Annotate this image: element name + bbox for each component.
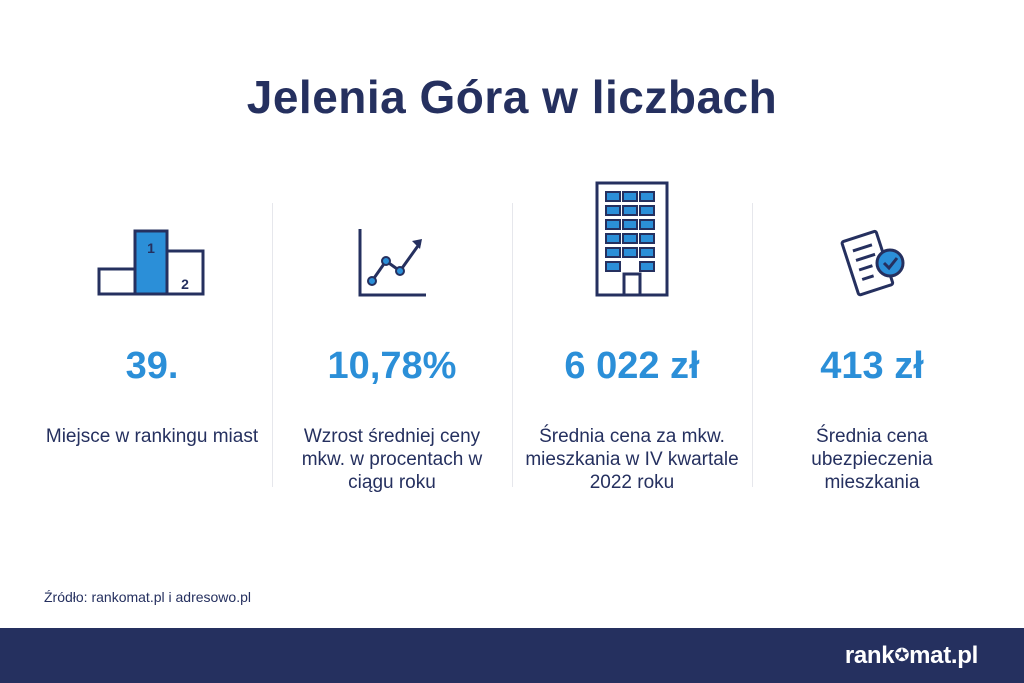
- divider: [512, 203, 513, 487]
- stat-value: 10,78%: [327, 345, 457, 387]
- podium-first-label: 1: [147, 240, 155, 256]
- stat-ranking: 1 2 39. Miejsce w rankingu miast: [32, 175, 272, 485]
- building-window: [605, 233, 621, 244]
- building-window: [639, 219, 655, 230]
- stat-description: Średnia cena ubezpieczenia mieszkania: [811, 426, 933, 493]
- rankomat-logo: rank✪mat.pl: [845, 642, 978, 670]
- building-window: [605, 219, 621, 230]
- insurance-document-icon: [752, 227, 992, 299]
- building-window: [622, 219, 638, 230]
- podium-second-label: 2: [181, 276, 189, 292]
- building-window: [605, 261, 621, 272]
- stat-description: Średnia cena za mkw. mieszkania w IV kwa…: [525, 426, 739, 493]
- building-window: [605, 205, 621, 216]
- footer-bar: rank✪mat.pl: [0, 628, 1024, 683]
- building-icon: [512, 180, 752, 298]
- podium-icon: 1 2: [32, 225, 272, 297]
- building-window: [639, 247, 655, 258]
- building-window: [622, 191, 638, 202]
- stat-value: 6 022 zł: [564, 345, 700, 387]
- building-window: [622, 233, 638, 244]
- stats-row: 1 2 39. Miejsce w rankingu miast 10,78% …: [32, 175, 992, 493]
- star-icon: ✪: [894, 645, 910, 665]
- stat-description: Miejsce w rankingu miast: [45, 426, 259, 447]
- stat-description: Wzrost średniej ceny mkw. w procentach w…: [301, 426, 483, 493]
- stat-growth: 10,78% Wzrost średniej ceny mkw. w proce…: [272, 175, 512, 493]
- building-window: [605, 247, 621, 258]
- growth-chart-icon: [272, 227, 512, 299]
- logo-text-start: rank: [844, 642, 895, 669]
- logo-text-end: mat.pl: [909, 642, 978, 669]
- building-window: [639, 205, 655, 216]
- divider: [272, 203, 273, 487]
- building-window: [605, 191, 621, 202]
- building-window: [639, 191, 655, 202]
- stat-value: 413 zł: [820, 345, 924, 387]
- stat-price: 6 022 zł Średnia cena za mkw. mieszkania…: [512, 175, 752, 493]
- stat-insurance: 413 zł Średnia cena ubezpieczenia mieszk…: [752, 175, 992, 493]
- building-window: [622, 247, 638, 258]
- divider: [752, 203, 753, 487]
- building-window: [639, 233, 655, 244]
- source-note: Źródło: rankomat.pl i adresowo.pl: [44, 589, 251, 605]
- stat-value: 39.: [125, 345, 179, 387]
- building-window: [639, 261, 655, 272]
- page-title: Jelenia Góra w liczbach: [246, 71, 778, 123]
- building-window: [622, 205, 638, 216]
